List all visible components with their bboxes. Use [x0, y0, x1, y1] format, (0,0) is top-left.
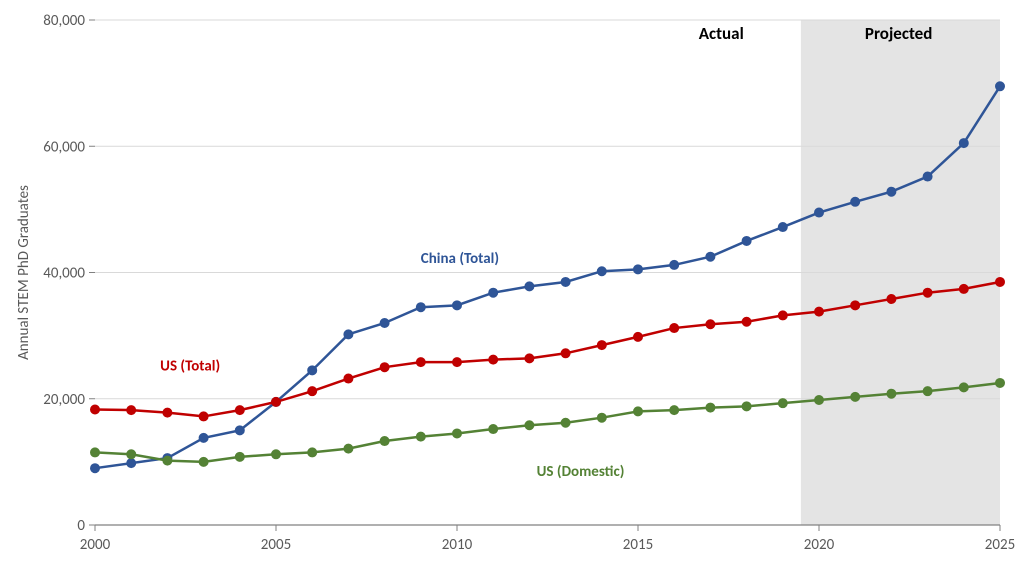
series-marker [634, 265, 643, 274]
series-marker [453, 358, 462, 367]
region-label: Projected [865, 23, 932, 44]
x-tick-label: 2020 [804, 536, 835, 554]
series-marker [308, 387, 317, 396]
y-tick-label: 60,000 [43, 138, 85, 156]
y-tick-label: 40,000 [43, 265, 85, 283]
series-marker [706, 252, 715, 261]
series-marker [815, 396, 824, 405]
series-marker [380, 319, 389, 328]
series-marker [670, 260, 679, 269]
series-marker [489, 288, 498, 297]
series-marker [344, 330, 353, 339]
series-marker [923, 387, 932, 396]
series-marker [91, 464, 100, 473]
series-label: China (Total) [421, 250, 499, 268]
series-marker [91, 405, 100, 414]
series-marker [489, 355, 498, 364]
series-marker [742, 236, 751, 245]
series-marker [525, 421, 534, 430]
series-marker [163, 456, 172, 465]
series-marker [959, 284, 968, 293]
x-tick-label: 2010 [442, 536, 473, 554]
series-marker [815, 208, 824, 217]
series-marker [887, 187, 896, 196]
series-marker [127, 406, 136, 415]
series-marker [778, 223, 787, 232]
series-label: US (Total) [160, 357, 220, 375]
series-marker [380, 363, 389, 372]
series-marker [706, 320, 715, 329]
series-marker [91, 448, 100, 457]
y-tick-label: 20,000 [43, 391, 85, 409]
series-marker [235, 426, 244, 435]
series-marker [416, 432, 425, 441]
series-marker [597, 267, 606, 276]
series-marker [597, 413, 606, 422]
series-marker [561, 418, 570, 427]
series-marker [778, 311, 787, 320]
series-marker [597, 341, 606, 350]
series-marker [634, 332, 643, 341]
series-marker [489, 425, 498, 434]
series-marker [163, 408, 172, 417]
series-marker [561, 349, 570, 358]
series-marker [308, 366, 317, 375]
series-marker [416, 303, 425, 312]
region-label: Actual [699, 23, 744, 44]
series-marker [525, 282, 534, 291]
series-marker [199, 412, 208, 421]
series-marker [561, 277, 570, 286]
x-tick-label: 2000 [80, 536, 111, 554]
series-marker [344, 374, 353, 383]
series-marker [851, 392, 860, 401]
series-marker [996, 378, 1005, 387]
series-marker [959, 139, 968, 148]
series-marker [996, 277, 1005, 286]
series-marker [199, 433, 208, 442]
series-marker [380, 437, 389, 446]
series-label: US (Domestic) [537, 463, 625, 481]
series-marker [453, 429, 462, 438]
series-marker [670, 406, 679, 415]
series-marker [344, 444, 353, 453]
series-marker [127, 459, 136, 468]
y-tick-label: 0 [77, 517, 85, 535]
series-marker [887, 389, 896, 398]
series-marker [996, 82, 1005, 91]
series-marker [127, 450, 136, 459]
series-marker [634, 407, 643, 416]
series-marker [959, 383, 968, 392]
series-marker [742, 402, 751, 411]
x-tick-label: 2005 [261, 536, 291, 554]
series-marker [815, 307, 824, 316]
series-marker [272, 450, 281, 459]
series-marker [778, 399, 787, 408]
series-marker [887, 295, 896, 304]
series-marker [453, 301, 462, 310]
y-axis-label: Annual STEM PhD Graduates [15, 185, 33, 360]
series-marker [851, 301, 860, 310]
series-marker [199, 457, 208, 466]
series-marker [525, 354, 534, 363]
series-marker [670, 324, 679, 333]
series-marker [416, 358, 425, 367]
stem-phd-chart: 2000 2005 2010 2015 2020 2025 0 20,000 40,000 60,… [0, 0, 1024, 576]
x-tick-label: 2025 [985, 536, 1015, 554]
series-marker [742, 317, 751, 326]
series-marker [235, 452, 244, 461]
series-marker [706, 403, 715, 412]
series-marker [272, 397, 281, 406]
series-marker [308, 448, 317, 457]
y-tick-label: 80,000 [43, 12, 85, 30]
series-marker [923, 172, 932, 181]
series-marker [235, 406, 244, 415]
x-tick-label: 2015 [623, 536, 653, 554]
series-marker [923, 288, 932, 297]
series-marker [851, 197, 860, 206]
